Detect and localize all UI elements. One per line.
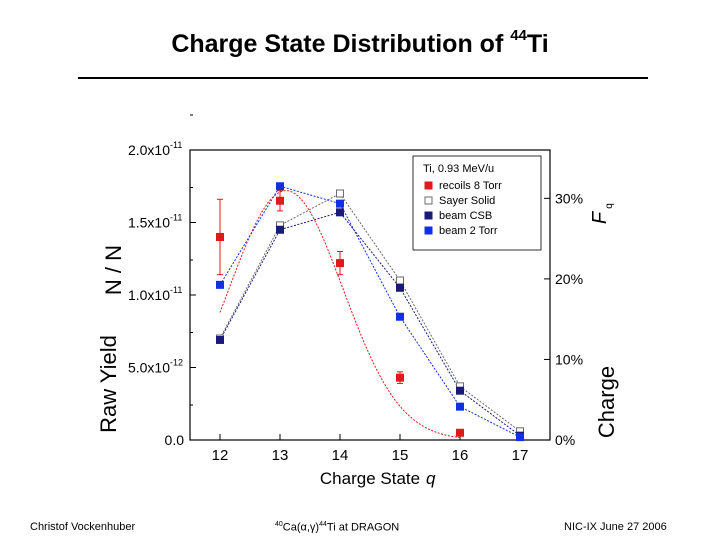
data-point-beam-csb [276,225,284,234]
slide-title-superscript: 44 [510,26,527,44]
x-tick-label: 12 [212,447,229,464]
y-tick-label: 1.5x10 [128,215,170,231]
data-point-recoils-8-torr [456,428,464,437]
data-point-beam-csb [336,208,344,217]
legend-label: recoils 8 Torr [439,180,502,192]
right-tick-label: 20% [555,271,583,287]
x-tick-label: 16 [452,447,469,464]
legend-marker [424,226,433,235]
right-axis-label-f-sub: q [604,203,615,209]
slide-title: Charge State Distribution of 44Ti [0,26,720,59]
data-point-recoils-8-torr [216,233,224,241]
slide-title-text: Charge State Distribution of [171,30,511,58]
y-tick-exponent: -11 [170,213,182,223]
recoils-fit-curve [219,190,461,439]
data-point-beam-2-torr [216,280,224,289]
footer-sup-40: 40 [275,521,283,528]
y-tick-label: 0.0 [165,432,185,448]
data-point-recoils-8-torr [396,373,404,382]
footer-sup-44: 44 [319,521,327,528]
data-point-sayer-solid [396,276,404,285]
data-point-recoils-8-torr [336,259,344,268]
data-point-beam-2-torr [276,182,284,191]
y-tick-exponent: -12 [170,358,183,368]
y-tick-label: 5.0x10 [128,360,170,376]
footer-author: Christof Vockenhuber [30,521,135,533]
x-tick-label: 15 [392,447,409,464]
right-tick-label: 30% [555,190,583,206]
right-tick-label: 10% [555,351,583,367]
footer-reaction: 40Ca(α,γ)44Ti at DRAGON [275,521,399,534]
legend-title: Ti, 0.93 MeV/u [423,163,494,175]
series-line-beam-csb [219,211,521,437]
series-line-sayer-solid [219,192,521,432]
data-point-beam-2-torr [516,433,524,442]
legend-label: beam 2 Torr [439,225,498,237]
y-tick-exponent: -11 [170,140,182,150]
data-point-beam-2-torr [396,312,404,321]
legend-label: beam CSB [439,210,492,222]
y-tick-label: 1.0x10 [128,287,170,303]
x-tick-label: 14 [332,447,349,464]
slide-title-element: Ti [526,30,549,58]
legend-marker [424,211,433,220]
right-tick-label: 0% [555,432,575,448]
legend-marker [424,196,433,205]
footer-reaction-b: Ti at DRAGON [326,521,400,534]
title-underline [78,77,648,79]
x-tick-label: 17 [512,447,529,464]
data-point-beam-csb [456,386,464,395]
legend-box [412,155,542,251]
footer-conference: NIC-IX June 27 2006 [564,521,667,533]
legend-marker [424,181,433,190]
data-point-beam-2-torr [336,199,344,208]
data-point-recoils-8-torr [276,196,284,205]
right-axis-label-f: F [589,210,611,224]
x-axis-label-q: q [426,469,436,488]
data-point-beam-2-torr [456,402,464,411]
x-axis-label: Charge State [320,469,420,488]
x-tick-label: 13 [272,447,289,464]
footer-author-text: Christof Vockenhuber [30,521,136,533]
footer-reaction-a: Ca(α,γ) [282,521,320,534]
y-axis-label-fraction: N / N [101,245,126,295]
footer-conference-text: NIC-IX June 27 2006 [564,521,667,533]
right-axis-label-charge: Charge [594,366,619,438]
legend-label: Sayer Solid [439,195,495,207]
charge-state-chart: 0.05.0x10 -121.0x10 -111.5x10 -112.0x10 -111… [96,114,619,488]
series-line-beam-2-torr [219,185,521,438]
data-point-beam-csb [396,283,404,292]
y-tick-exponent: -11 [170,285,182,295]
data-point-sayer-solid [336,189,344,198]
y-tick-label: 2.0x10 [128,142,170,158]
y-axis-label-raw-yield: Raw Yield [96,335,121,433]
data-point-beam-csb [216,335,224,344]
